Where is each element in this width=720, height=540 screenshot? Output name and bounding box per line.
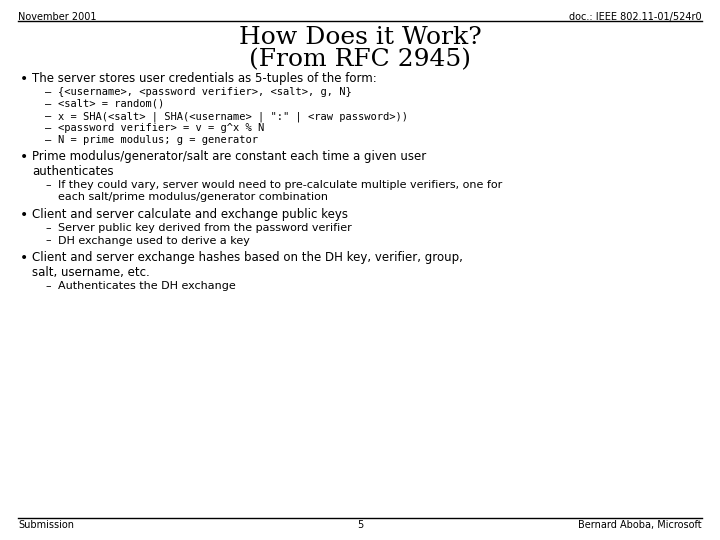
Text: How Does it Work?: How Does it Work? bbox=[238, 26, 482, 49]
Text: Prime modulus/generator/salt are constant each time a given user: Prime modulus/generator/salt are constan… bbox=[32, 150, 426, 163]
Text: –: – bbox=[45, 123, 51, 133]
Text: (From RFC 2945): (From RFC 2945) bbox=[249, 48, 471, 71]
Text: 5: 5 bbox=[357, 520, 363, 530]
Text: Client and server exchange hashes based on the DH key, verifier, group,: Client and server exchange hashes based … bbox=[32, 251, 463, 264]
Text: –: – bbox=[45, 99, 51, 109]
Text: authenticates: authenticates bbox=[32, 165, 114, 178]
Text: Server public key derived from the password verifier: Server public key derived from the passw… bbox=[58, 223, 352, 233]
Text: –: – bbox=[45, 281, 50, 291]
Text: –: – bbox=[45, 135, 51, 145]
Text: If they could vary, server would need to pre-calculate multiple verifiers, one f: If they could vary, server would need to… bbox=[58, 180, 503, 190]
Text: –: – bbox=[45, 223, 50, 233]
Text: •: • bbox=[20, 208, 28, 222]
Text: each salt/prime modulus/generator combination: each salt/prime modulus/generator combin… bbox=[58, 192, 328, 202]
Text: –: – bbox=[45, 111, 51, 121]
Text: x = SHA(<salt> | SHA(<username> | ":" | <raw password>)): x = SHA(<salt> | SHA(<username> | ":" | … bbox=[58, 111, 408, 122]
Text: The server stores user credentials as 5-tuples of the form:: The server stores user credentials as 5-… bbox=[32, 72, 377, 85]
Text: salt, username, etc.: salt, username, etc. bbox=[32, 266, 150, 279]
Text: Bernard Aboba, Microsoft: Bernard Aboba, Microsoft bbox=[578, 520, 702, 530]
Text: Client and server calculate and exchange public keys: Client and server calculate and exchange… bbox=[32, 208, 348, 221]
Text: <password verifier> = v = g^x % N: <password verifier> = v = g^x % N bbox=[58, 123, 264, 133]
Text: Authenticates the DH exchange: Authenticates the DH exchange bbox=[58, 281, 235, 291]
Text: –: – bbox=[45, 87, 51, 97]
Text: DH exchange used to derive a key: DH exchange used to derive a key bbox=[58, 235, 250, 246]
Text: Submission: Submission bbox=[18, 520, 74, 530]
Text: November 2001: November 2001 bbox=[18, 12, 96, 22]
Text: •: • bbox=[20, 150, 28, 164]
Text: –: – bbox=[45, 180, 50, 190]
Text: doc.: IEEE 802.11-01/524r0: doc.: IEEE 802.11-01/524r0 bbox=[570, 12, 702, 22]
Text: –: – bbox=[45, 235, 50, 246]
Text: •: • bbox=[20, 251, 28, 265]
Text: {<username>, <password verifier>, <salt>, g, N}: {<username>, <password verifier>, <salt>… bbox=[58, 87, 352, 97]
Text: <salt> = random(): <salt> = random() bbox=[58, 99, 164, 109]
Text: •: • bbox=[20, 72, 28, 86]
Text: N = prime modulus; g = generator: N = prime modulus; g = generator bbox=[58, 135, 258, 145]
